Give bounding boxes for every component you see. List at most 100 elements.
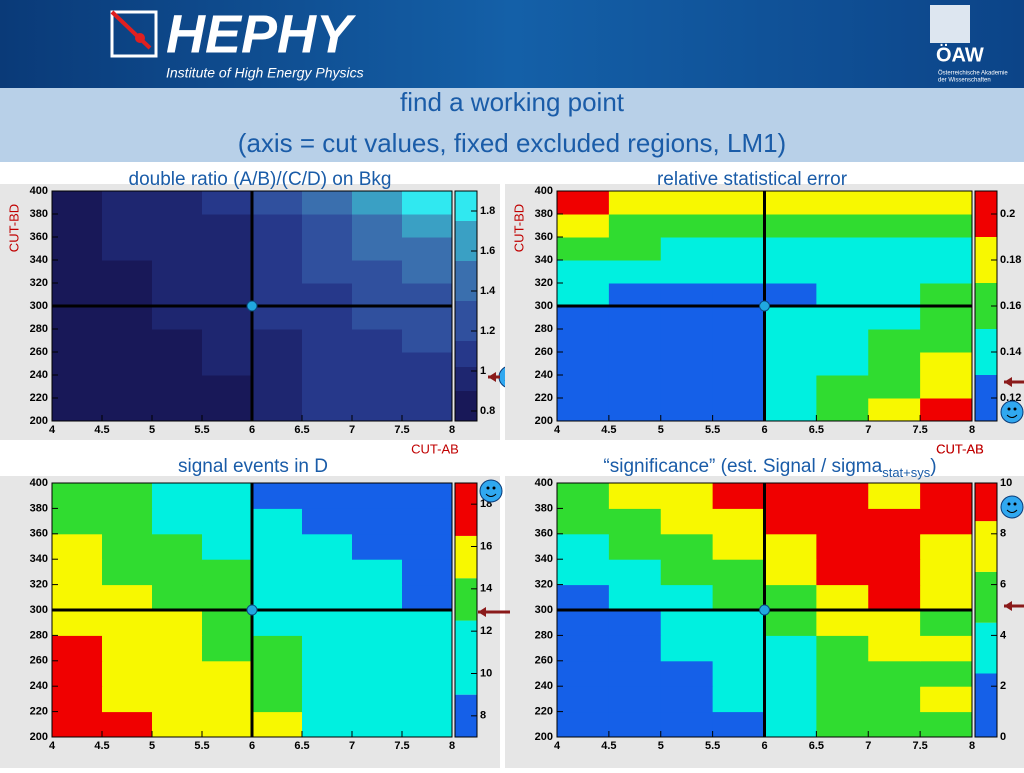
heat-cell [302, 610, 353, 636]
heat-cell [557, 635, 610, 662]
colorbar-segment [975, 375, 997, 421]
heat-cell [302, 398, 353, 422]
pointer-arrow-head [478, 607, 486, 617]
y-axis-label: CUT-BD [6, 204, 21, 252]
heat-cell [557, 237, 610, 261]
colorbar-tick-label: 6 [1000, 579, 1006, 591]
heat-cell [712, 610, 765, 636]
heat-cell [764, 508, 817, 535]
heat-cell [352, 508, 403, 535]
heat-cell [712, 375, 765, 399]
y-tick-label: 280 [535, 323, 553, 335]
heat-cell [712, 635, 765, 662]
heat-cell [920, 329, 973, 353]
x-tick-label: 8 [449, 424, 455, 436]
heat-cell [252, 483, 303, 509]
heat-cell [352, 533, 403, 560]
heat-cell [302, 584, 353, 611]
heat-cell [712, 352, 765, 376]
heat-cell [102, 260, 153, 284]
heat-cell [764, 711, 817, 738]
colorbar-segment [455, 483, 477, 536]
heat-cell [352, 686, 403, 713]
heat-cell [816, 711, 869, 738]
heat-cell [608, 483, 662, 509]
heat-cell [202, 237, 253, 261]
y-tick-label: 300 [30, 604, 48, 616]
smiley-mouth [1006, 509, 1018, 513]
heat-cell [816, 260, 869, 284]
heat-cell [660, 686, 714, 713]
x-tick-label: 5 [658, 424, 664, 436]
heat-cell [52, 483, 103, 509]
heat-cell [352, 375, 403, 399]
heat-cell [712, 191, 765, 215]
x-tick-label: 8 [969, 424, 975, 436]
colorbar-segment [975, 521, 997, 572]
heat-cell [608, 660, 662, 687]
heat-cell [52, 559, 103, 586]
x-axis-label: CUT-AB [411, 441, 459, 456]
heat-cell [202, 329, 253, 353]
heat-cell [302, 508, 353, 535]
heat-cell [252, 635, 303, 662]
heat-cell [868, 283, 921, 307]
heat-cell [402, 283, 453, 307]
x-tick-label: 6.5 [809, 424, 824, 436]
heat-cell [920, 283, 973, 307]
colorbar-segment [455, 301, 477, 341]
chart-panel: “significance” (est. Signal / sigmastat+… [505, 441, 1024, 768]
colorbar-segment [455, 221, 477, 261]
heat-cell [557, 329, 610, 353]
heat-cell [660, 635, 714, 662]
heat-cell [152, 260, 203, 284]
heat-cell [816, 283, 869, 307]
colorbar-segment [455, 261, 477, 301]
heat-cell [402, 191, 453, 215]
y-tick-label: 240 [30, 680, 48, 692]
heat-cell [152, 352, 203, 376]
heat-cell [152, 559, 203, 586]
heat-cell [202, 375, 253, 399]
heat-cell [816, 191, 869, 215]
x-tick-label: 8 [449, 740, 455, 752]
x-tick-label: 7.5 [912, 740, 927, 752]
heat-cell [52, 352, 103, 376]
heat-cell [52, 398, 103, 422]
colorbar-tick-label: 1 [480, 365, 486, 377]
y-tick-label: 300 [535, 300, 553, 312]
heat-cell [764, 191, 817, 215]
heat-cell [252, 306, 303, 330]
heat-cell [152, 191, 203, 215]
x-tick-label: 4 [554, 424, 561, 436]
heat-cell [302, 214, 353, 238]
heat-cell [608, 306, 662, 330]
heat-cell [660, 533, 714, 560]
heat-cell [816, 352, 869, 376]
heat-cell [252, 214, 303, 238]
heat-cell [202, 533, 253, 560]
heat-cell [402, 584, 453, 611]
heat-cell [712, 660, 765, 687]
heat-cell [352, 191, 403, 215]
heat-cell [868, 352, 921, 376]
colorbar-segment [455, 694, 477, 737]
heat-cell [302, 306, 353, 330]
colorbar-segment [455, 367, 477, 391]
heat-cell [352, 559, 403, 586]
heat-cell [920, 375, 973, 399]
heat-cell [764, 610, 817, 636]
y-tick-label: 280 [535, 629, 553, 641]
colorbar-tick-label: 0.12 [1000, 392, 1021, 404]
heat-cell [764, 306, 817, 330]
heat-cell [660, 352, 714, 376]
heat-cell [660, 483, 714, 509]
heat-cell [712, 483, 765, 509]
heat-cell [102, 283, 153, 307]
x-tick-label: 5.5 [194, 424, 209, 436]
heat-cell [764, 660, 817, 687]
heat-cell [402, 214, 453, 238]
heat-cell [252, 375, 303, 399]
heat-cell [660, 711, 714, 738]
heat-cell [660, 660, 714, 687]
